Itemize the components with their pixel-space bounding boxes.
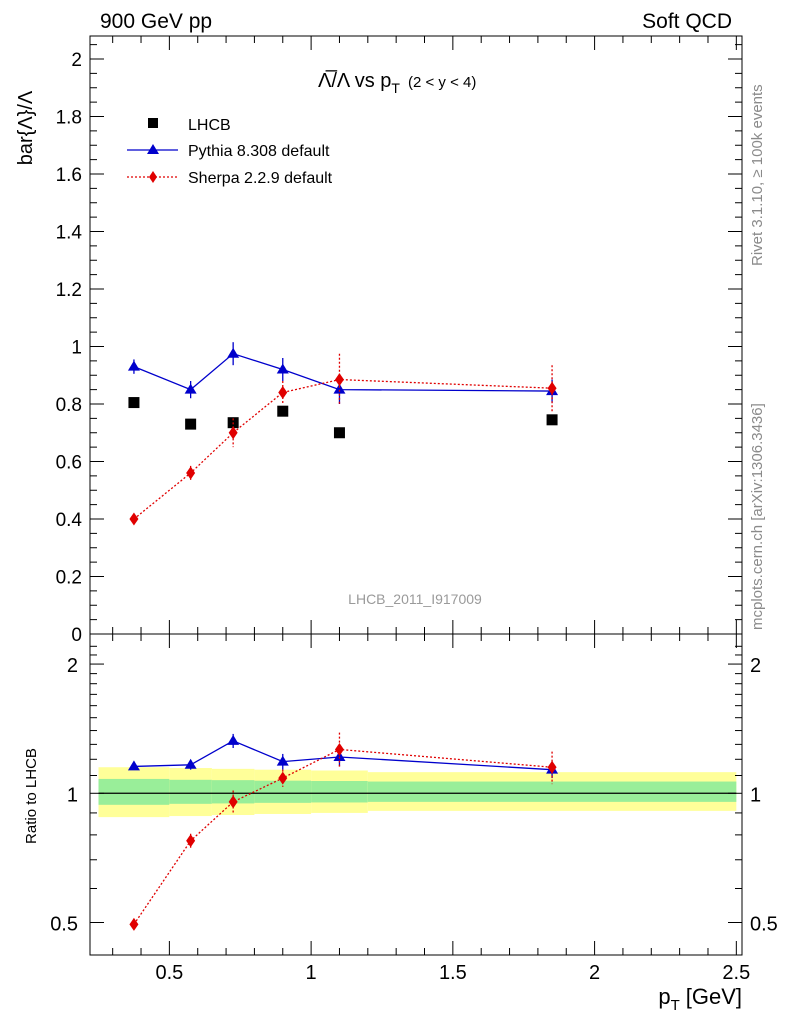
sherpa-ratio-point [278,771,288,785]
lhcb-point [546,414,558,426]
pythia-point [127,360,140,371]
pythia-point [184,383,197,394]
main-x-axis [112,36,737,634]
sherpa-series [129,353,557,526]
y-tick-label: 1.4 [56,223,83,244]
x-axis-label-unit: [GeV] [686,984,742,1009]
x-axis-label: pT [GeV] [658,984,742,1014]
sherpa-ratio-point [228,795,238,809]
sherpa-ratio-point [186,834,196,848]
legend-label: Pythia 8.308 default [188,143,330,160]
main-panel: 0 0.2 0.4 0.6 0.8 1 1.2 1.4 1.6 1.8 2 Λ̅/Λ vs pT (2… [15,35,743,646]
ratio-series-layer [127,732,559,931]
lhcb-point [333,427,345,439]
header-right: Soft QCD [642,10,732,33]
legend-item-lhcb: LHCB [148,117,231,134]
y-tick-label: 1.8 [56,108,82,129]
sherpa-ratio-point [334,742,344,756]
legend-label: Sherpa 2.2.9 default [188,170,333,187]
lhcb-point [277,405,289,417]
y-tick-label: 1.2 [56,280,82,301]
plot-title-range: (2 < y < 4) [408,74,476,91]
analysis-watermark: LHCB_2011_I917009 [348,591,482,607]
pythia-ratio-point [184,758,197,769]
legend-marker-triangle [147,144,159,154]
lhcb-point [185,418,197,430]
ratio-y-tick-label: 0.5 [50,913,78,935]
uncertainty-band-inner [311,781,368,803]
y-tick-label: 1.6 [56,165,82,186]
ratio-frame [89,633,743,956]
legend-item-sherpa: Sherpa 2.2.9 default [127,170,333,187]
ratio-y-tick-label: 1 [67,784,78,806]
ratio-y-tick-label-right: 1 [750,784,761,806]
x-tick-label: 2.5 [722,962,750,984]
uncertainty-band-inner [367,781,737,802]
ratio-y-tick-label: 2 [67,655,78,677]
pythia-point [276,363,289,374]
main-y-axis: 0 0.2 0.4 0.6 0.8 1 1.2 1.4 1.6 1.8 2 [56,44,742,646]
pythia-ratio-point [127,760,140,771]
sherpa-point [547,381,557,395]
sherpa-point [228,426,238,440]
main-y-label: bar{Λ}/Λ [15,90,37,165]
legend-marker-diamond [149,171,157,183]
legend-marker-square [148,118,158,128]
ratio-uncertainty-bands [98,767,737,818]
legend-label: LHCB [188,117,231,134]
y-tick-label: 0.2 [56,568,82,589]
sherpa-point [186,466,196,480]
legend-item-pythia: Pythia 8.308 default [127,143,330,160]
y-tick-label: 2 [71,50,82,71]
y-tick-label: 0.8 [56,395,82,416]
pythia-ratio-point [227,734,240,745]
rivet-label: Rivet 3.1.10, ≥ 100k events [749,84,766,266]
sherpa-ratio-series [129,732,557,931]
lhcb-series [128,397,558,439]
x-tick-label: 1.5 [439,962,467,984]
plot-title: Λ̅/Λ vs pT (2 < y < 4) [318,69,476,96]
ratio-y-axis: 0.5 0.5 1 1 2 2 [50,645,778,935]
sherpa-ratio-point [129,917,139,931]
x-tick-label: 1 [306,962,317,984]
ratio-x-axis: 0.5 1 1.5 2 2.5 [112,634,750,984]
pythia-ratio-line [133,740,553,771]
sherpa-ratio-line [133,748,553,925]
y-tick-label: 0.4 [56,510,83,531]
x-tick-label: 2 [589,962,600,984]
uncertainty-band-inner [254,780,312,803]
header-left: 900 GeV pp [100,10,212,33]
ratio-panel: 0.5 0.5 1 1 2 2 0.5 1 1.5 2 2.5 Ratio to LHCB pT [… [23,633,778,1014]
uncertainty-band-inner [98,778,170,805]
main-series-layer [127,342,559,526]
x-tick-label: 0.5 [155,962,183,984]
ratio-y-tick-label-right: 0.5 [750,913,778,935]
uncertainty-band-inner [169,779,212,804]
y-tick-label: 0.6 [56,453,82,474]
sherpa-point [334,373,344,387]
sherpa-point [129,512,139,526]
pythia-point [333,383,346,394]
ratio-y-tick-label-right: 2 [750,655,761,677]
lhcb-point [128,397,140,409]
x-axis-label-subscript: T [671,997,680,1014]
plot-title-subscript: T [391,80,400,96]
x-axis-label-main: p [658,984,670,1009]
y-tick-label: 0 [71,625,82,646]
y-tick-label: 1 [71,338,82,359]
mcplots-label: mcplots.cern.ch [arXiv:1306.3436] [749,403,766,630]
sherpa-line [133,378,553,520]
plot-title-main: Λ̅/Λ vs p [318,69,391,92]
sherpa-point [278,386,288,399]
legend: LHCB Pythia 8.308 default Sherpa 2.2.9 d… [127,117,333,187]
sherpa-ratio-point [547,760,557,774]
pythia-point [227,347,240,358]
pythia-line [133,352,553,392]
pythia-series [127,342,559,404]
ratio-y-label: Ratio to LHCB [23,748,40,844]
pythia-ratio-point [333,750,346,761]
pythia-ratio-point [276,755,289,766]
